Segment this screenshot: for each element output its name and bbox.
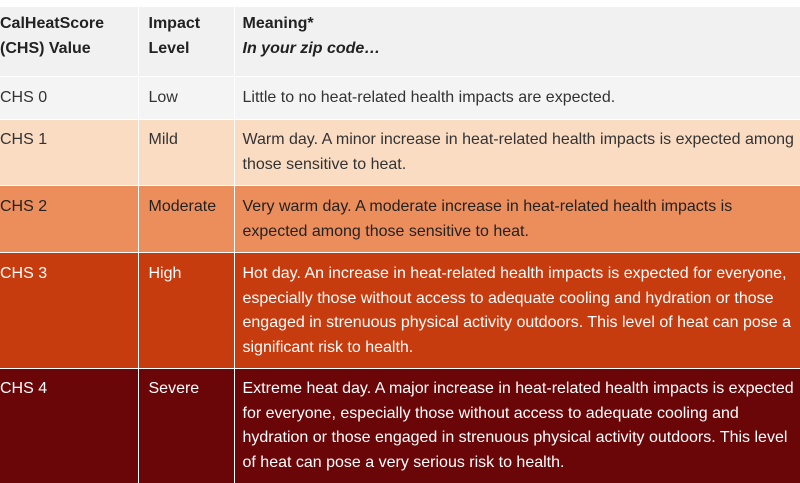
impact-level-cell: High bbox=[138, 253, 234, 369]
header-impact-level-line1: Impact bbox=[149, 15, 201, 32]
chs-value-cell: CHS 3 bbox=[0, 253, 138, 369]
meaning-cell: Hot day. An increase in heat-related hea… bbox=[234, 253, 800, 369]
chs-value-cell: CHS 2 bbox=[0, 186, 138, 253]
impact-level-cell: Low bbox=[138, 77, 234, 120]
table-row-chs-4: CHS 4 Severe Extreme heat day. A major i… bbox=[0, 369, 800, 483]
table-row-chs-0: CHS 0 Low Little to no heat-related heal… bbox=[0, 77, 800, 120]
header-meaning-line1: Meaning* bbox=[243, 15, 314, 32]
header-impact-level-line2: Level bbox=[149, 40, 190, 57]
header-chs-value: CalHeatScore (CHS) Value bbox=[0, 7, 138, 77]
meaning-cell: Little to no heat-related health impacts… bbox=[234, 77, 800, 120]
header-meaning-subtitle: In your zip code… bbox=[243, 40, 381, 57]
meaning-cell: Warm day. A minor increase in heat-relat… bbox=[234, 120, 800, 186]
table-row-chs-3: CHS 3 High Hot day. An increase in heat-… bbox=[0, 253, 800, 369]
meaning-cell: Very warm day. A moderate increase in he… bbox=[234, 186, 800, 253]
heat-score-table: CalHeatScore (CHS) Value Impact Level Me… bbox=[0, 7, 800, 483]
table-row-chs-2: CHS 2 Moderate Very warm day. A moderate… bbox=[0, 186, 800, 253]
header-meaning: Meaning* In your zip code… bbox=[234, 7, 800, 77]
chs-value-cell: CHS 1 bbox=[0, 120, 138, 186]
impact-level-cell: Moderate bbox=[138, 186, 234, 253]
chs-value-cell: CHS 4 bbox=[0, 369, 138, 483]
header-impact-level: Impact Level bbox=[138, 7, 234, 77]
impact-level-cell: Severe bbox=[138, 369, 234, 483]
header-chs-value-line2: (CHS) Value bbox=[0, 40, 91, 57]
chs-value-cell: CHS 0 bbox=[0, 77, 138, 120]
meaning-cell: Extreme heat day. A major increase in he… bbox=[234, 369, 800, 483]
header-row: CalHeatScore (CHS) Value Impact Level Me… bbox=[0, 7, 800, 77]
impact-level-cell: Mild bbox=[138, 120, 234, 186]
header-chs-value-line1: CalHeatScore bbox=[0, 15, 104, 32]
table-row-chs-1: CHS 1 Mild Warm day. A minor increase in… bbox=[0, 120, 800, 186]
